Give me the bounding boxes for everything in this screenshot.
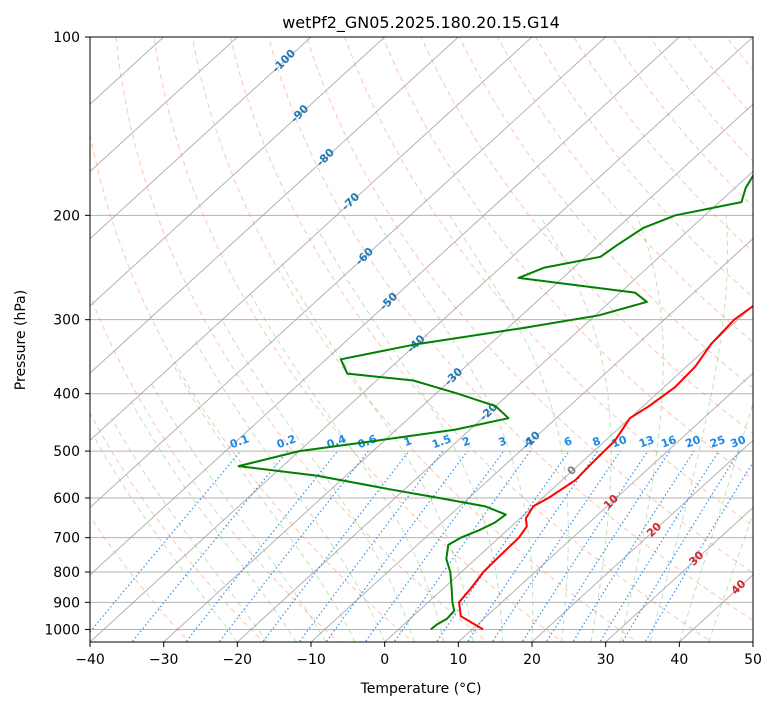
mixing-ratio-line — [521, 450, 649, 642]
mixing-ratio-line — [466, 450, 599, 642]
mixing-ratio-label: 0.1 — [228, 432, 251, 451]
dewpoint-profile-line — [237, 173, 753, 631]
moist-adiabat-line — [373, 215, 534, 642]
mixing-ratio-label: 10 — [610, 433, 629, 451]
isotherm-line — [90, 37, 533, 442]
mixing-ratio-label: 4 — [523, 434, 535, 449]
moist-adiabat-line — [194, 340, 386, 642]
mixing-ratio-line — [599, 450, 720, 642]
isotherm-line — [90, 37, 386, 307]
mixing-ratio-line — [572, 450, 695, 642]
moist-adiabat-line — [316, 227, 503, 642]
x-axis-title: Temperature (°C) — [360, 681, 482, 697]
mixing-ratio-line — [185, 450, 339, 642]
moist-adiabat-line — [449, 215, 569, 642]
mixing-ratio-label: 25 — [708, 433, 727, 450]
dry-adiabat-line — [344, 37, 753, 527]
dry-adiabat-line — [306, 37, 753, 574]
y-tick-label: 700 — [53, 531, 80, 547]
dry-adiabat-line — [458, 37, 753, 389]
axes-layer: −40 −30 −20 −10 0 10 20 30 40 50 1000 900 800 700 600 5… — [44, 30, 762, 668]
dry-adiabat-line — [90, 293, 339, 642]
isotherm-line — [90, 37, 680, 576]
y-tick-label: 900 — [53, 595, 80, 611]
y-tick-label: 1000 — [44, 622, 80, 638]
moist-adiabat-line — [708, 513, 753, 642]
mixing-ratio-label: 0.2 — [275, 432, 298, 451]
x-tick-label: 10 — [449, 652, 467, 668]
dry-adiabat-line — [496, 37, 753, 344]
moist-adiabat-line — [221, 319, 415, 642]
mixing-ratio-label: 1.5 — [430, 432, 453, 451]
y-tick-label: 200 — [53, 208, 80, 224]
mixing-ratio-label: 8 — [591, 434, 603, 449]
y-axis-title: Pressure (hPa) — [13, 290, 29, 390]
mixing-ratio-line — [435, 450, 570, 642]
y-tick-label: 300 — [53, 313, 80, 329]
y-tick-label: 800 — [53, 565, 80, 581]
mixing-ratio-line — [364, 450, 505, 642]
moist-adiabat-line — [111, 417, 268, 642]
moist-adiabat-line — [92, 434, 238, 642]
y-tick-label: 400 — [53, 387, 80, 403]
mixing-ratio-label: 1 — [402, 434, 414, 449]
temperature-profile-line — [458, 304, 753, 631]
x-tick-label: −20 — [223, 652, 253, 668]
y-tick-label: 600 — [53, 491, 80, 507]
mixing-ratio-line — [491, 450, 621, 642]
mixing-ratio-label: 20 — [684, 433, 703, 451]
isotherm-line — [90, 37, 312, 240]
y-tick-label: 100 — [53, 30, 80, 46]
mixing-ratio-label: 13 — [637, 433, 656, 450]
x-tick-label: 40 — [670, 652, 688, 668]
x-tick-label: 20 — [523, 652, 541, 668]
x-tick-label: 50 — [744, 652, 762, 668]
mixing-ratio-line — [545, 450, 671, 642]
isotherm-line — [90, 37, 607, 509]
series-layer — [237, 173, 753, 631]
mixing-ratio-line — [218, 450, 369, 642]
moist-adiabat-line — [151, 383, 327, 642]
moist-adiabat-line — [280, 262, 474, 642]
dry-adiabat-line — [267, 37, 753, 622]
plot-frame — [89, 36, 754, 643]
grid-layer — [90, 37, 753, 642]
dry-adiabat-line — [191, 37, 638, 642]
x-tick-label: −10 — [296, 652, 326, 668]
mixing-ratio-label: 16 — [659, 433, 678, 451]
mixing-ratio-line — [131, 450, 289, 642]
isotherm-line — [90, 37, 238, 173]
moist-adiabat-line — [678, 401, 753, 642]
moist-adiabat-line — [649, 215, 728, 642]
x-tick-label: −30 — [149, 652, 179, 668]
mixing-ratio-line — [621, 450, 740, 642]
y-tick-label: 500 — [53, 444, 80, 460]
mixing-ratio-label: 3 — [497, 434, 509, 449]
mixing-ratio-label: 30 — [729, 433, 748, 451]
isotherm-line — [90, 37, 459, 374]
isotherm-line — [90, 37, 753, 642]
mixing-ratio-label: 2 — [461, 434, 473, 449]
isotherm-line — [457, 372, 753, 642]
mixing-ratio-line — [325, 450, 468, 642]
isotherm-line — [531, 439, 753, 642]
x-tick-label: 30 — [597, 652, 615, 668]
isotherm-line — [310, 237, 753, 642]
isotherm-line — [605, 506, 753, 642]
isotherm-line — [236, 170, 753, 642]
x-tick-label: −40 — [75, 652, 105, 668]
chart-title: wetPf2_GN05.2025.180.20.15.G14 — [282, 13, 560, 33]
moist-adiabat-line — [539, 215, 612, 642]
moist-adiabat-line — [619, 215, 664, 642]
isotherm-line — [163, 103, 753, 642]
x-tick-label: 0 — [380, 652, 389, 668]
mixing-ratio-label: 6 — [562, 434, 574, 449]
